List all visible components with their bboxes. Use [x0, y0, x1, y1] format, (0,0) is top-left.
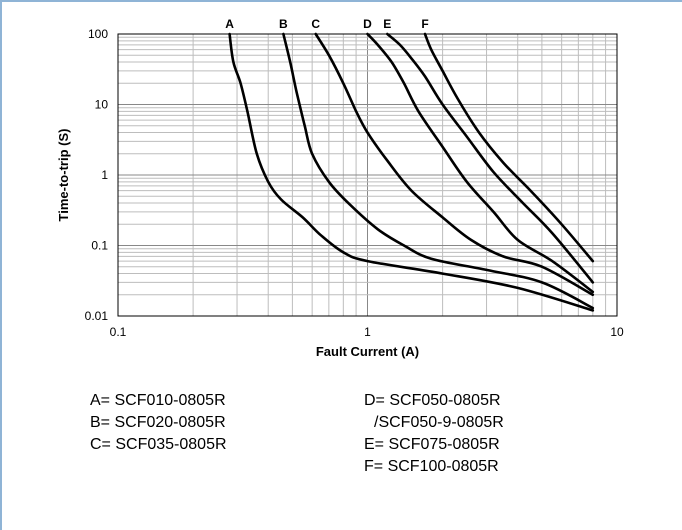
- frame-left-border: [0, 0, 2, 530]
- curve-a: [228, 32, 595, 312]
- legend-entry-d-alt: /SCF050-9-0805R: [374, 414, 504, 431]
- curves: [228, 32, 595, 312]
- curve-e: [386, 32, 595, 284]
- curve-label-c: C: [311, 17, 320, 31]
- y-tick-label: 1: [101, 168, 108, 182]
- legend-entry-d: D= SCF050-0805R: [364, 392, 501, 409]
- legend-entry-e: E= SCF075-0805R: [364, 436, 500, 453]
- curve-label-f: F: [421, 17, 428, 31]
- y-tick-label: 100: [88, 27, 108, 41]
- y-tick-label: 10: [95, 98, 109, 112]
- curve-label-e: E: [383, 17, 391, 31]
- legend-entry-b: B= SCF020-0805R: [90, 414, 226, 431]
- x-axis-label: Fault Current (A): [316, 344, 419, 359]
- x-tick-label: 0.1: [110, 325, 127, 339]
- x-tick-label: 1: [364, 325, 371, 339]
- legend-entry-f: F= SCF100-0805R: [364, 458, 499, 475]
- frame-top-border: [0, 0, 682, 2]
- y-tick-label: 0.01: [85, 309, 109, 323]
- curve-label-b: B: [279, 17, 288, 31]
- curve-label-d: D: [363, 17, 372, 31]
- legend-left: A= SCF010-0805R B= SCF020-0805R C= SCF03…: [90, 390, 227, 456]
- curve-c: [314, 32, 595, 297]
- curve-label-a: A: [225, 17, 234, 31]
- legend-right: D= SCF050-0805R /SCF050-9-0805R E= SCF07…: [364, 390, 504, 478]
- legend-entry-c: C= SCF035-0805R: [90, 436, 227, 453]
- legend-entry-a: A= SCF010-0805R: [90, 392, 226, 409]
- chart-grid: [117, 34, 617, 317]
- y-axis-label: Time-to-trip (S): [56, 129, 71, 222]
- x-tick-label: 10: [610, 325, 624, 339]
- y-tick-label: 0.1: [91, 239, 108, 253]
- curve-d: [366, 32, 595, 294]
- curve-b: [282, 32, 595, 310]
- curve-f: [423, 32, 595, 263]
